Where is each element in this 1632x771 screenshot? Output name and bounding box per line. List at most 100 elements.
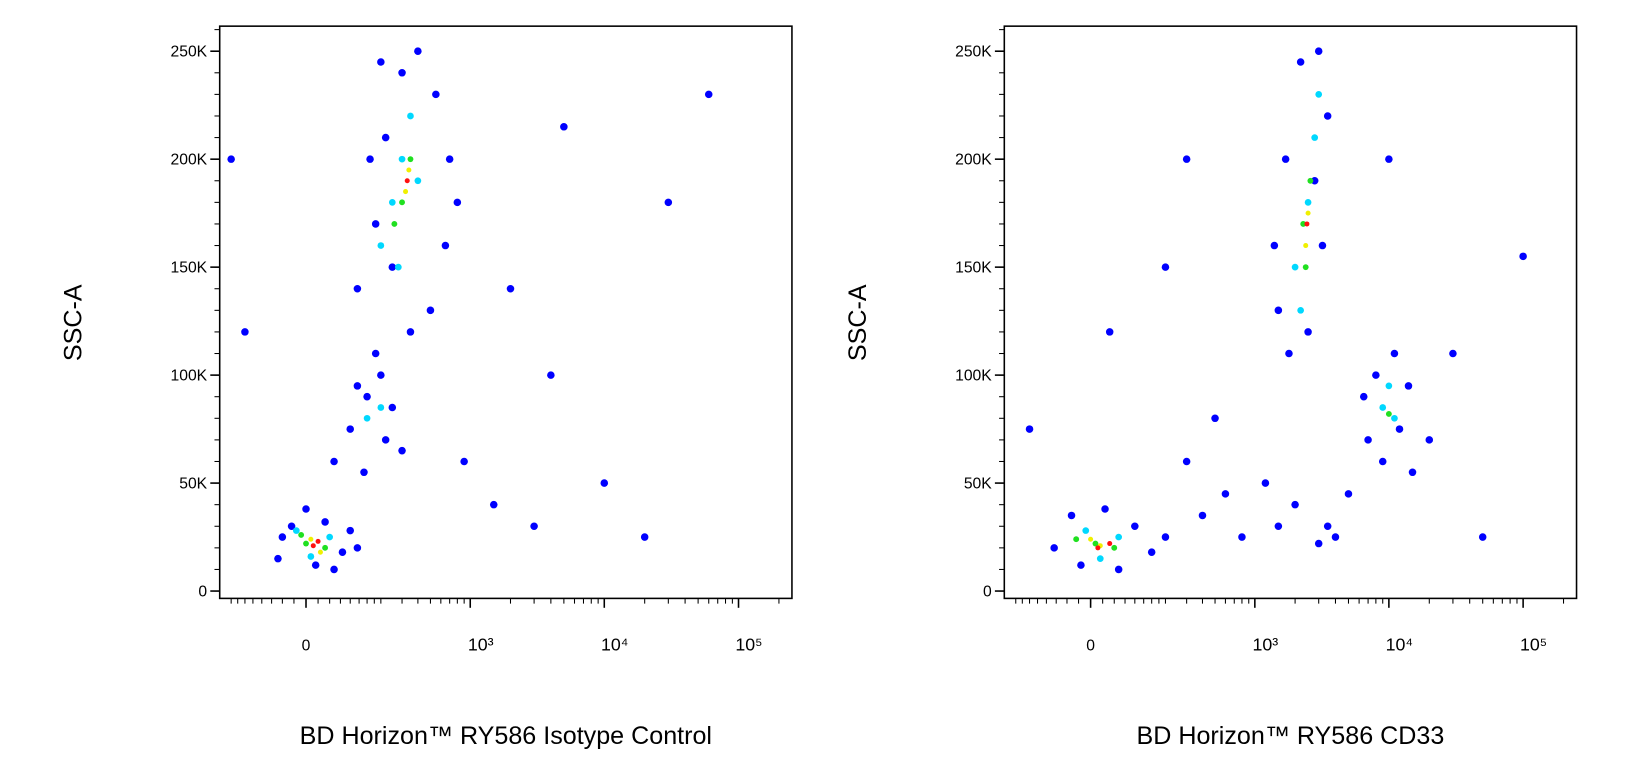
point <box>1274 306 1283 315</box>
point <box>381 133 390 142</box>
point <box>547 371 555 379</box>
point <box>377 371 385 379</box>
point <box>1303 243 1309 249</box>
point <box>489 500 498 509</box>
point <box>414 177 422 185</box>
point <box>278 533 287 541</box>
y-tick-label: 250K <box>955 43 992 60</box>
point <box>377 58 385 66</box>
point <box>1315 91 1323 98</box>
point <box>394 263 402 271</box>
point <box>346 526 354 535</box>
point <box>1281 155 1290 163</box>
plot-frame <box>1003 25 1578 600</box>
point <box>292 527 300 534</box>
point <box>388 263 397 271</box>
point <box>1161 533 1170 541</box>
x-tick-label: 10⁵ <box>1520 635 1547 655</box>
point <box>322 544 329 551</box>
point <box>399 199 405 206</box>
y-tick-label: 150K <box>955 259 992 276</box>
point <box>1131 522 1139 531</box>
point <box>1364 436 1372 444</box>
point <box>360 468 368 477</box>
point <box>453 198 462 207</box>
point <box>1390 349 1399 358</box>
point <box>1478 533 1487 541</box>
point <box>1425 436 1434 444</box>
point <box>1082 527 1090 534</box>
point <box>460 457 468 466</box>
point <box>600 479 609 487</box>
point <box>1073 536 1080 543</box>
point <box>404 178 410 184</box>
point <box>1198 511 1207 520</box>
point <box>1025 425 1034 433</box>
points <box>1025 47 1527 574</box>
point <box>371 220 380 228</box>
point <box>1323 112 1332 120</box>
point <box>330 565 338 574</box>
point <box>432 90 440 99</box>
point <box>310 543 316 549</box>
x-axis-label: BD Horizon™ RY586 CD33 <box>1137 722 1445 750</box>
point <box>307 553 315 560</box>
point <box>1161 263 1170 271</box>
point <box>1105 328 1114 336</box>
point <box>1297 306 1304 314</box>
point <box>363 392 371 401</box>
point <box>1182 155 1191 163</box>
point <box>391 221 398 227</box>
point <box>398 155 406 163</box>
point <box>1379 404 1387 411</box>
point <box>346 425 354 433</box>
point <box>560 123 568 131</box>
y-axis-label: SSC-A <box>844 284 872 361</box>
point <box>317 549 323 555</box>
point <box>1310 176 1319 185</box>
point <box>377 242 385 249</box>
point <box>363 414 371 422</box>
point <box>1385 155 1393 163</box>
scatter-chart: 0 50K 100K 150K 200K 250K 0 10³ 10⁴ 10⁵ BD Horizon… <box>844 25 1578 750</box>
point <box>321 518 329 526</box>
point <box>406 167 412 173</box>
point <box>426 306 435 315</box>
point <box>388 199 396 206</box>
point <box>1344 490 1353 498</box>
y-tick-label: 100K <box>955 367 992 384</box>
point <box>1114 565 1123 574</box>
point <box>506 284 515 293</box>
point <box>303 540 309 547</box>
point <box>366 155 374 163</box>
point <box>1291 500 1299 509</box>
point <box>1291 263 1299 271</box>
point <box>274 554 282 563</box>
point <box>530 522 538 531</box>
point <box>1274 522 1283 531</box>
point <box>1077 561 1085 569</box>
point <box>1211 414 1219 423</box>
point <box>1296 58 1305 66</box>
y-tick-label: 200K <box>171 151 208 168</box>
point <box>1101 505 1109 513</box>
point <box>388 403 397 412</box>
points <box>227 47 713 574</box>
point <box>326 533 333 541</box>
point <box>1404 382 1413 390</box>
point <box>1067 511 1076 520</box>
point <box>1115 533 1123 541</box>
point <box>381 436 390 444</box>
y-tick-label: 50K <box>964 475 992 492</box>
plot-frame <box>218 25 793 600</box>
point <box>353 544 362 552</box>
point <box>1147 548 1156 556</box>
point <box>664 198 673 207</box>
point <box>1221 490 1230 498</box>
point <box>308 536 314 542</box>
point <box>1311 134 1319 141</box>
y-tick-label: 0 <box>198 583 207 600</box>
point <box>1261 479 1270 487</box>
y-tick-label: 150K <box>171 259 208 276</box>
